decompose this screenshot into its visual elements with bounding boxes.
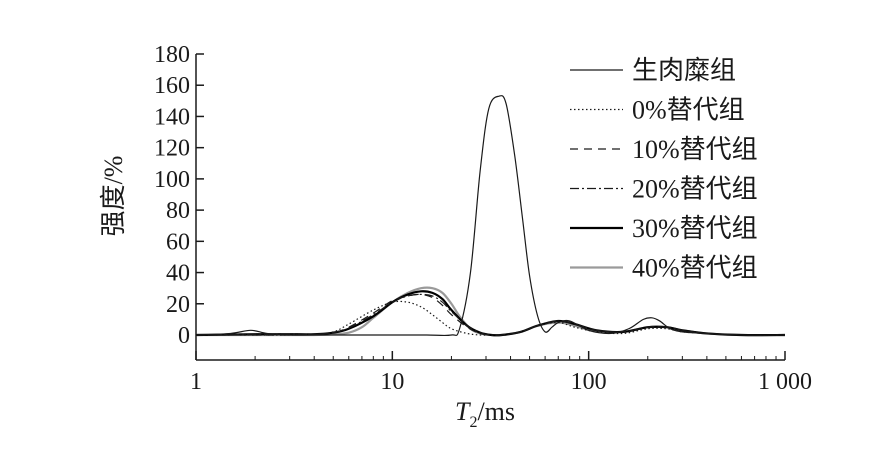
legend-label-2: 10%替代组 [632,135,758,164]
y-tick-label: 80 [166,198,190,224]
y-axis-title: 强度/% [99,156,128,237]
ticks: 0 20 40 60 80 100 120 140 160 180 1 10 100 1 000 [154,42,812,395]
legend-label-1: 0%替代组 [632,96,745,125]
series-line-3 [195,293,786,336]
x-axis-title-main: T [455,397,471,426]
series-line-2 [196,293,786,336]
series-line-4 [195,290,786,337]
axes [195,54,785,361]
legend-label-4: 30%替代组 [632,214,758,243]
y-tick-label: 160 [154,73,190,99]
x-tick-label: 10 [380,369,404,395]
legend: 生肉糜组 0%替代组 10%替代组 20%替代组 30%替代组 40%替代组 [570,56,758,283]
x-axis-title-sub: 2 [469,414,477,431]
x-tick-label: 1 000 [758,369,812,395]
series-lines [195,95,786,337]
y-tick-label: 100 [154,167,190,193]
y-tick-label: 20 [166,292,190,318]
x-axis-title: T2/ms [455,397,515,431]
y-tick-label: 60 [166,229,190,255]
y-tick-label: 120 [154,136,190,162]
legend-label-5: 40%替代组 [632,254,758,283]
series-line-5 [196,286,786,337]
x-tick-label: 1 [190,369,202,395]
x-tick-label: 100 [571,369,607,395]
x-axis-title-unit: /ms [477,397,515,426]
legend-label-3: 20%替代组 [632,175,758,204]
series-line-0 [195,95,786,337]
y-tick-label: 40 [166,261,190,287]
legend-label-0: 生肉糜组 [632,56,736,85]
series-line-1 [196,300,786,336]
y-tick-label: 140 [154,104,190,130]
y-tick-label: 0 [178,323,190,349]
y-tick-label: 180 [154,42,190,68]
